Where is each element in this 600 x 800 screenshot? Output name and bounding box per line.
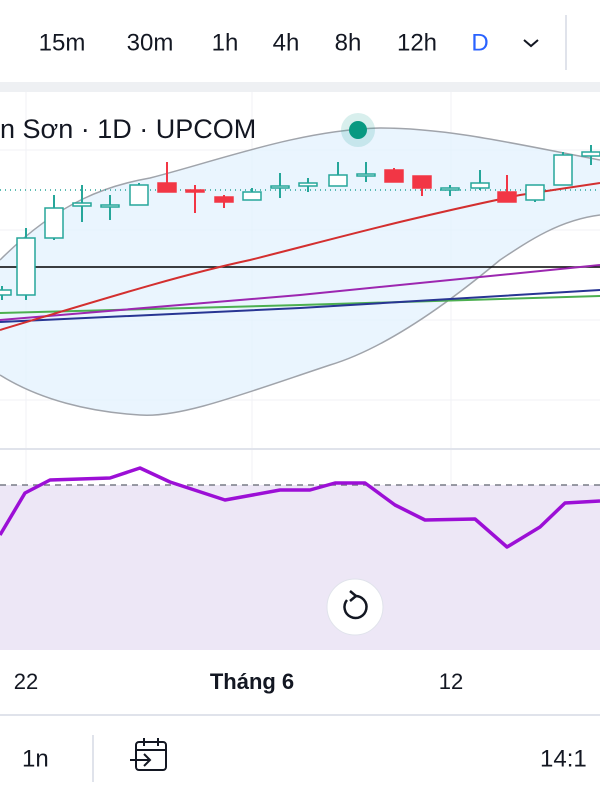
interval[interactable]: 4h xyxy=(273,29,300,56)
candle-body xyxy=(72,202,92,207)
clock: 14:1 xyxy=(540,745,587,772)
ma-green xyxy=(0,295,600,314)
reset-button[interactable] xyxy=(326,578,384,636)
go-to-date-icon[interactable] xyxy=(130,738,167,771)
separator xyxy=(0,82,600,92)
time-label: 22 xyxy=(14,669,38,694)
time-label: Tháng 6 xyxy=(210,669,294,694)
candle-body xyxy=(16,237,36,296)
ma-blue xyxy=(0,289,600,323)
toolbar xyxy=(0,0,600,82)
candle-body xyxy=(242,191,262,201)
live-dot xyxy=(349,121,367,139)
band-lower xyxy=(0,214,600,417)
rsi-line xyxy=(0,466,600,549)
candle-body xyxy=(298,182,318,187)
interval[interactable]: 30m xyxy=(127,29,174,56)
chevron[interactable] xyxy=(523,39,539,48)
rsi-band xyxy=(0,485,600,650)
candle-body xyxy=(581,151,600,157)
candle-body xyxy=(384,169,404,183)
candle-body xyxy=(328,174,348,187)
range-button[interactable]: 1n xyxy=(22,745,49,772)
pane-divider xyxy=(0,448,600,450)
candle-body xyxy=(157,182,177,193)
candle-body xyxy=(497,191,517,203)
candle-body xyxy=(100,204,120,208)
texts: 15m 30m 1h 4h 8h 12h D n Sơn · 1D · UPCO… xyxy=(0,29,587,772)
candle-body xyxy=(356,173,376,177)
chart-title: n Sơn · 1D · UPCOM xyxy=(0,114,256,144)
candle-body xyxy=(470,182,490,189)
interval-active[interactable]: D xyxy=(471,29,488,56)
candle-body xyxy=(0,289,12,296)
candle-body xyxy=(412,175,432,189)
candle-body xyxy=(129,184,149,206)
candle-body xyxy=(440,187,460,191)
time-axis xyxy=(0,650,600,714)
candles xyxy=(0,145,600,300)
band-upper xyxy=(0,127,600,261)
candle-body xyxy=(525,184,545,201)
candle-body xyxy=(553,154,573,186)
chart-pane xyxy=(0,92,600,650)
band-fill xyxy=(0,128,600,416)
reset-arrow xyxy=(349,590,358,602)
interval[interactable]: 8h xyxy=(335,29,362,56)
candle-body xyxy=(185,189,205,193)
candle-body xyxy=(214,196,234,203)
interval[interactable]: 15m xyxy=(39,29,86,56)
time-label: 12 xyxy=(439,669,463,694)
ma-red xyxy=(0,182,600,331)
interval[interactable]: 1h xyxy=(212,29,239,56)
reset-icon xyxy=(343,594,368,620)
candle-body xyxy=(44,207,64,239)
ma-purple xyxy=(0,264,600,321)
interval[interactable]: 12h xyxy=(397,29,437,56)
candle-body xyxy=(270,185,290,189)
